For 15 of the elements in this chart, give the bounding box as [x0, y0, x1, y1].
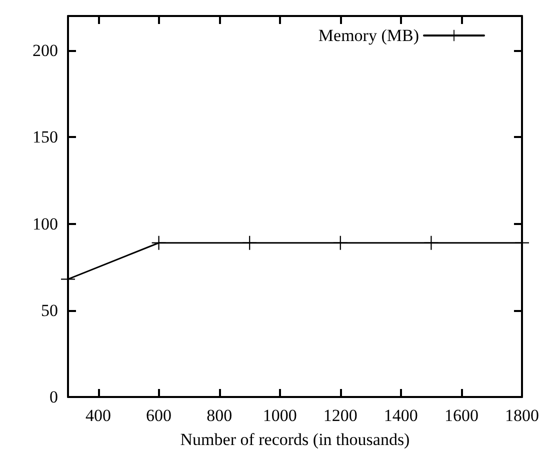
- x-tick-label: 800: [206, 406, 232, 425]
- y-tick-label: 200: [32, 41, 58, 60]
- x-tick-label: 1000: [262, 406, 297, 425]
- legend-label: Memory (MB): [318, 26, 419, 45]
- y-tick-label: 100: [32, 214, 58, 234]
- x-tick-label: 1200: [323, 406, 358, 425]
- y-tick-label: 50: [41, 300, 58, 320]
- x-tick-label: 1800: [505, 406, 539, 425]
- x-tick-label: 1600: [444, 406, 478, 425]
- x-tick-label: 400: [86, 406, 112, 425]
- y-tick-label: 0: [50, 388, 58, 406]
- x-tick-label: 1400: [384, 406, 418, 425]
- x-axis-title: Number of records (in thousands): [180, 430, 410, 449]
- x-tick-label: 600: [146, 406, 172, 425]
- y-tick-label: 150: [32, 128, 58, 147]
